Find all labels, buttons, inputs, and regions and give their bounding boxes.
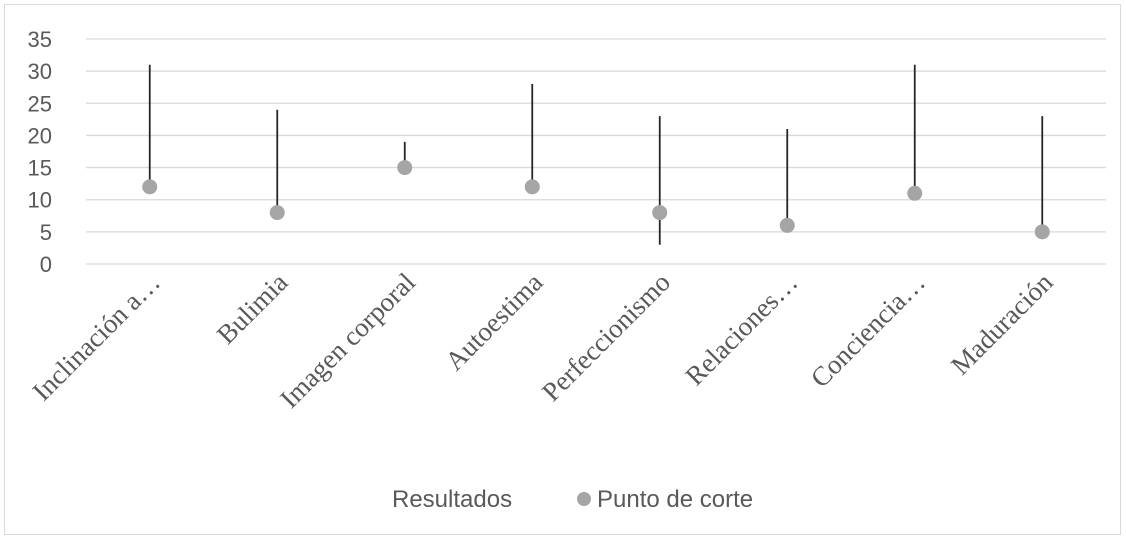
y-tick-label: 15 bbox=[28, 156, 52, 181]
range-lines bbox=[148, 64, 1044, 245]
x-tick-label: Bulimia bbox=[211, 267, 294, 350]
x-tick-label: Autoestima bbox=[439, 267, 548, 376]
gridlines bbox=[86, 38, 1106, 265]
x-tick-label: Relaciones… bbox=[679, 267, 803, 391]
cutoff-point bbox=[397, 160, 413, 176]
x-tick-label: Inclinación a… bbox=[27, 267, 166, 406]
y-tick-label: 10 bbox=[28, 188, 52, 213]
x-tick-label: Conciencia… bbox=[805, 267, 931, 393]
x-tick-label: Maduración bbox=[945, 267, 1059, 381]
cutoff-point bbox=[269, 205, 285, 221]
legend: Resultados Punto de corte bbox=[392, 486, 753, 513]
x-tick-label: Imagen corporal bbox=[274, 267, 421, 414]
cutoff-point bbox=[652, 205, 668, 221]
y-tick-label: 5 bbox=[40, 220, 52, 245]
y-tick-label: 20 bbox=[28, 123, 52, 148]
y-tick-label: 30 bbox=[28, 59, 52, 84]
cutoff-point bbox=[142, 179, 158, 195]
legend-label-resultados: Resultados bbox=[392, 486, 512, 513]
x-tick-label: Perfeccionismo bbox=[536, 267, 676, 407]
y-axis: 0 5 10 15 20 25 30 35 bbox=[28, 27, 52, 277]
cutoff-point bbox=[1034, 224, 1050, 240]
chart-area bbox=[4, 4, 1121, 535]
legend-marker-punto-de-corte bbox=[577, 492, 591, 506]
cutoff-point bbox=[779, 217, 795, 233]
cutoff-markers bbox=[142, 160, 1050, 240]
y-tick-label: 35 bbox=[28, 27, 52, 52]
cutoff-point bbox=[524, 179, 540, 195]
legend-label-punto-de-corte: Punto de corte bbox=[597, 486, 753, 513]
cutoff-point bbox=[907, 185, 923, 201]
y-tick-label: 25 bbox=[28, 91, 52, 116]
y-tick-label: 0 bbox=[40, 252, 52, 277]
